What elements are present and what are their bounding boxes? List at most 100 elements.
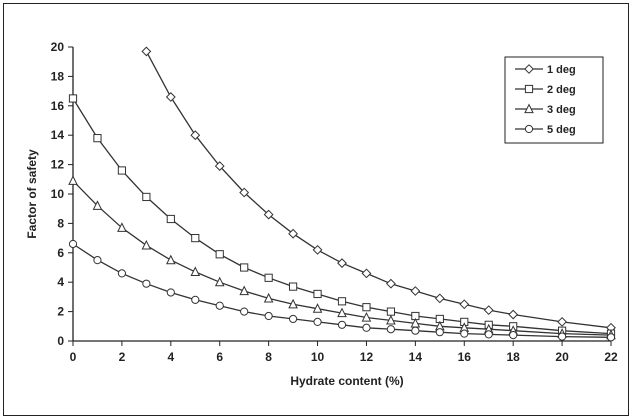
data-point [524, 64, 534, 74]
data-point [337, 258, 347, 268]
data-point [288, 228, 298, 239]
data-point [411, 326, 420, 335]
x-axis-title: Hydrate content (%) [290, 374, 403, 388]
data-point [524, 84, 534, 94]
data-point [362, 303, 371, 312]
x-tick-label: 14 [409, 350, 423, 364]
data-point [288, 314, 298, 324]
data-point [68, 94, 78, 103]
y-tick-label: 18 [51, 69, 65, 83]
data-point [240, 263, 249, 272]
data-point [117, 222, 127, 232]
legend-label: 5 deg [547, 124, 576, 136]
data-point [191, 234, 200, 243]
data-point [214, 276, 225, 287]
data-point [263, 292, 274, 303]
x-tick-label: 22 [604, 350, 618, 364]
legend-item: 5 deg [515, 124, 576, 136]
data-point [435, 328, 444, 337]
data-point [215, 301, 224, 310]
data-point [337, 297, 347, 306]
series-1-deg [141, 46, 616, 333]
data-point [483, 305, 494, 316]
y-tick-label: 20 [51, 40, 65, 54]
data-point [460, 329, 469, 338]
x-tick-label: 4 [167, 350, 174, 364]
data-point [288, 282, 298, 291]
legend-item: 2 deg [515, 84, 576, 96]
data-point [264, 273, 273, 282]
data-point [313, 289, 322, 299]
series-5-deg [68, 239, 616, 342]
axes: 0 2 4 6 8 10 12 14 16 18 20 0 2 4 6 8 10 12 14 16 18 20 22 [51, 40, 618, 364]
y-axis-title: Factor of safety [25, 149, 39, 239]
data-point [361, 311, 372, 322]
data-point [410, 286, 421, 296]
y-tick-label: 12 [51, 158, 65, 172]
y-tick-label: 2 [57, 305, 64, 319]
data-point [93, 256, 102, 265]
data-point [386, 325, 396, 334]
data-point [557, 332, 567, 341]
data-point [434, 293, 445, 304]
legend-label: 3 deg [547, 104, 576, 116]
data-point [92, 200, 103, 210]
data-point [141, 239, 152, 250]
legend-label: 2 deg [547, 84, 576, 96]
data-point [386, 314, 396, 325]
data-point [68, 239, 78, 249]
data-point [313, 317, 322, 326]
x-tick-label: 10 [311, 350, 325, 364]
data-point [386, 307, 396, 316]
x-tick-label: 8 [265, 350, 272, 364]
y-tick-label: 6 [57, 246, 64, 260]
data-point [606, 333, 616, 342]
y-tick-label: 14 [51, 128, 65, 142]
data-point [508, 309, 519, 320]
y-tick-label: 8 [57, 216, 64, 230]
y-tick-label: 0 [57, 334, 64, 348]
data-point [264, 311, 273, 321]
x-tick-label: 12 [360, 350, 374, 364]
data-point [93, 134, 102, 143]
data-point [557, 316, 567, 327]
data-point [524, 103, 534, 114]
x-tick-label: 0 [70, 350, 77, 364]
data-point [239, 285, 249, 296]
data-point [166, 288, 175, 297]
data-point [190, 130, 201, 141]
data-point [190, 266, 201, 277]
y-tick-label: 10 [51, 187, 65, 201]
data-point [239, 187, 250, 198]
data-point [117, 166, 127, 175]
y-tick-label: 16 [51, 99, 65, 113]
data-point [312, 244, 323, 255]
legend: 1 deg 2 deg 3 deg 5 deg [504, 56, 604, 144]
legend-item: 3 deg [515, 103, 576, 116]
data-point [361, 268, 372, 279]
series-group [68, 46, 616, 342]
data-point [362, 323, 371, 332]
x-tick-label: 2 [119, 350, 126, 364]
data-point [117, 269, 127, 278]
y-tick-label: 4 [57, 275, 64, 289]
data-point [337, 307, 347, 318]
data-point [165, 92, 176, 102]
data-point [288, 298, 298, 309]
data-point [337, 320, 347, 329]
data-point [509, 331, 518, 340]
data-point [166, 254, 176, 265]
legend-label: 1 deg [547, 64, 576, 76]
data-point [386, 278, 396, 289]
data-point [312, 303, 323, 313]
data-point [524, 124, 534, 134]
x-tick-label: 16 [458, 350, 472, 364]
data-point [142, 192, 151, 202]
data-point [166, 214, 175, 224]
data-point [68, 175, 78, 185]
data-point [141, 46, 152, 57]
data-point [240, 307, 249, 316]
data-point [142, 279, 151, 288]
legend-item: 1 deg [515, 64, 576, 76]
